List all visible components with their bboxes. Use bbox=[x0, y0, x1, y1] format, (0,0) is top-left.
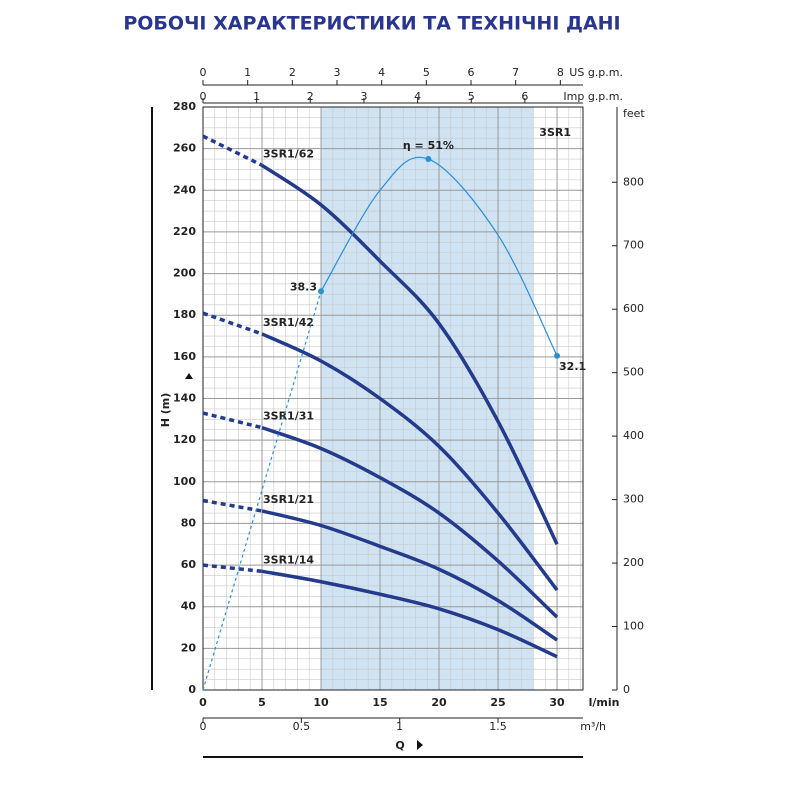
y2-tick-label: 700 bbox=[623, 239, 644, 252]
us_gpm-tick-label: 8 bbox=[557, 66, 564, 79]
imp_gpm-tick-label: 5 bbox=[468, 90, 475, 103]
us_gpm-tick-label: 2 bbox=[289, 66, 296, 79]
efficiency-point bbox=[554, 352, 561, 359]
series-label: 3SR1/62 bbox=[263, 147, 314, 160]
m3h-tick-label: 1.5 bbox=[489, 720, 507, 733]
efficiency-curve-extrapolated bbox=[202, 291, 322, 691]
pump-curve bbox=[261, 569, 558, 659]
us_gpm-tick-label: 5 bbox=[423, 66, 430, 79]
x-axis-title: Q bbox=[395, 739, 404, 752]
pump-curve-extrapolated bbox=[202, 411, 263, 430]
y2-tick-label: 200 bbox=[623, 556, 644, 569]
efficiency-point bbox=[318, 288, 325, 295]
pump-curve-extrapolated bbox=[202, 311, 263, 336]
y2-tick-label: 100 bbox=[623, 620, 644, 633]
imp_gpm-tick-label: 3 bbox=[360, 90, 367, 103]
series-label: 3SR1/42 bbox=[263, 316, 314, 329]
imp_gpm-axis-title: Imp g.p.m. bbox=[563, 90, 623, 103]
y-tick-label: 120 bbox=[173, 433, 196, 446]
pump-curve bbox=[261, 425, 559, 619]
y2-tick-label: 0 bbox=[623, 683, 630, 696]
plot-border bbox=[202, 106, 584, 691]
x-tick-label: 0 bbox=[199, 696, 207, 709]
y-tick-label: 200 bbox=[173, 267, 196, 280]
x-tick-label: 5 bbox=[258, 696, 266, 709]
x-tick-label: 25 bbox=[490, 696, 505, 709]
us_gpm-tick-label: 0 bbox=[200, 66, 207, 79]
x-tick-label: 30 bbox=[549, 696, 565, 709]
y2-tick-label: 500 bbox=[623, 366, 644, 379]
y-tick-label: 280 bbox=[173, 100, 196, 113]
y-axis-title: H (m) bbox=[159, 393, 172, 428]
efficiency-point bbox=[425, 156, 432, 163]
pump-curve bbox=[261, 332, 559, 592]
efficiency-label: η = 51% bbox=[403, 139, 454, 152]
pump-curve-extrapolated bbox=[202, 134, 263, 167]
pump-curve bbox=[261, 509, 559, 642]
y-tick-label: 0 bbox=[188, 683, 196, 696]
pump-curve-extrapolated bbox=[202, 498, 263, 513]
series-label: 3SR1/21 bbox=[263, 493, 314, 506]
y-tick-label: 160 bbox=[173, 350, 196, 363]
y2-tick-label: 400 bbox=[623, 429, 644, 442]
imp_gpm-tick-label: 4 bbox=[414, 90, 421, 103]
x-tick-label: 20 bbox=[431, 696, 447, 709]
m3h-tick-label: 1 bbox=[396, 720, 403, 733]
imp_gpm-tick-label: 2 bbox=[307, 90, 314, 103]
y-tick-label: 80 bbox=[181, 516, 197, 529]
series-label: 3SR1/31 bbox=[263, 410, 314, 423]
y2-tick-label: 600 bbox=[623, 302, 644, 315]
us_gpm-tick-label: 7 bbox=[512, 66, 519, 79]
pump-curve-extrapolated bbox=[202, 563, 263, 574]
y-tick-label: 140 bbox=[173, 392, 196, 405]
y2-tick-label: 300 bbox=[623, 493, 644, 506]
y-tick-label: 60 bbox=[181, 558, 197, 571]
us_gpm-tick-label: 4 bbox=[378, 66, 385, 79]
us_gpm-axis-title: US g.p.m. bbox=[569, 66, 623, 79]
y-tick-label: 20 bbox=[181, 641, 197, 654]
imp_gpm-tick-label: 0 bbox=[200, 90, 207, 103]
m3h-axis-title: m³/h bbox=[580, 720, 606, 733]
imp_gpm-tick-label: 1 bbox=[253, 90, 260, 103]
y-tick-label: 40 bbox=[181, 600, 197, 613]
x-unit: l/min bbox=[589, 696, 620, 709]
y2-tick-label: 800 bbox=[623, 175, 644, 188]
us_gpm-tick-label: 3 bbox=[334, 66, 341, 79]
efficiency-label: 32.1 bbox=[559, 360, 586, 373]
efficiency-curve bbox=[320, 156, 558, 357]
efficiency-label: 38.3 bbox=[290, 280, 317, 293]
m3h-tick-label: 0.5 bbox=[293, 720, 311, 733]
y-tick-label: 100 bbox=[173, 475, 196, 488]
x-tick-label: 15 bbox=[372, 696, 387, 709]
m3h-tick-label: 0 bbox=[200, 720, 207, 733]
y2-axis-title: feet bbox=[623, 107, 645, 120]
arrow bbox=[417, 740, 423, 750]
y-tick-label: 220 bbox=[173, 225, 196, 238]
model-label: 3SR1 bbox=[539, 126, 571, 139]
arrow bbox=[185, 373, 193, 379]
pump-curve bbox=[261, 163, 559, 546]
x-tick-label: 10 bbox=[313, 696, 329, 709]
y-tick-label: 240 bbox=[173, 183, 196, 196]
series-label: 3SR1/14 bbox=[263, 553, 314, 566]
chart-title: РОБОЧІ ХАРАКТЕРИСТИКИ ТА ТЕХНІЧНІ ДАНІ bbox=[123, 13, 620, 35]
us_gpm-tick-label: 1 bbox=[244, 66, 251, 79]
y-tick-label: 260 bbox=[173, 142, 196, 155]
imp_gpm-tick-label: 6 bbox=[521, 90, 528, 103]
us_gpm-tick-label: 6 bbox=[468, 66, 475, 79]
y-tick-label: 180 bbox=[173, 308, 196, 321]
